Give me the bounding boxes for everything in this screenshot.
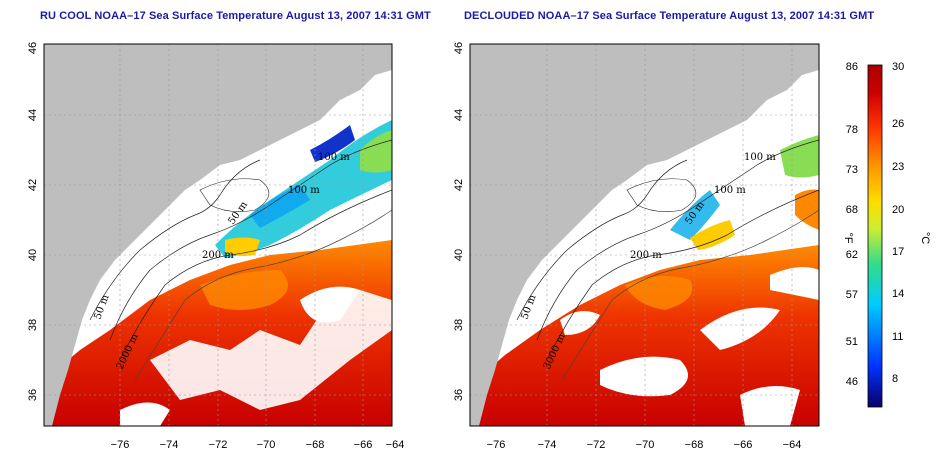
lat-tick-label: 46 bbox=[27, 42, 39, 54]
c-tick-label: 30 bbox=[892, 61, 904, 73]
contour-label: 200 m bbox=[202, 250, 234, 261]
left-lon-axis: −76 −74 −72 −70 −68 −66 −64 bbox=[111, 439, 405, 451]
right-lat-axis: 46 44 42 40 38 36 bbox=[453, 42, 465, 401]
lon-tick-label: −74 bbox=[160, 439, 179, 451]
lat-tick-label: 36 bbox=[453, 389, 465, 401]
c-tick-label: 23 bbox=[892, 161, 904, 173]
c-tick-label: 8 bbox=[892, 373, 898, 385]
colorbar-c-ticks: 30 26 23 20 17 14 11 8 bbox=[892, 61, 904, 385]
c-tick-label: 14 bbox=[892, 288, 904, 300]
c-tick-label: 11 bbox=[892, 331, 903, 343]
land-mass bbox=[44, 44, 392, 426]
lat-tick-label: 44 bbox=[453, 109, 465, 121]
lat-tick-label: 40 bbox=[453, 249, 465, 261]
lon-tick-label: −64 bbox=[386, 439, 405, 451]
contour-label: 100 m bbox=[744, 152, 776, 163]
contour-100m bbox=[536, 139, 819, 341]
c-tick-label: 26 bbox=[892, 118, 904, 130]
lon-tick-label: −70 bbox=[257, 439, 276, 451]
lon-tick-label: −68 bbox=[685, 439, 704, 451]
cool-water-region bbox=[670, 190, 720, 240]
f-tick-label: 62 bbox=[846, 249, 858, 261]
f-tick-label: 68 bbox=[846, 204, 858, 216]
colorbar-f-ticks: 86 78 73 68 62 57 51 46 bbox=[846, 61, 858, 388]
left-lat-axis: 46 44 42 40 38 36 bbox=[27, 42, 39, 401]
f-tick-label: 78 bbox=[846, 124, 858, 136]
warm-water-region bbox=[470, 245, 819, 426]
lat-tick-label: 38 bbox=[453, 319, 465, 331]
lat-tick-label: 40 bbox=[27, 249, 39, 261]
map-panel-right[interactable]: 100 m 100 m 50 m 200 m 50 m 3000 m bbox=[469, 43, 820, 427]
lat-tick-label: 44 bbox=[27, 109, 39, 121]
contour-50m bbox=[516, 159, 688, 321]
lon-tick-label: −76 bbox=[111, 439, 130, 451]
lat-tick-label: 36 bbox=[27, 389, 39, 401]
contour-2000m bbox=[134, 209, 392, 381]
lat-tick-label: 42 bbox=[27, 179, 39, 191]
lon-tick-label: −66 bbox=[734, 439, 753, 451]
lat-tick-label: 46 bbox=[453, 42, 465, 54]
contour-200m bbox=[546, 189, 819, 361]
lon-tick-label: −68 bbox=[306, 439, 325, 451]
c-tick-label: 17 bbox=[892, 246, 904, 258]
f-tick-label: 46 bbox=[846, 376, 858, 388]
lon-tick-label: −74 bbox=[538, 439, 557, 451]
contour-50m bbox=[89, 159, 261, 321]
f-tick-label: 86 bbox=[846, 61, 858, 73]
c-tick-label: 20 bbox=[892, 204, 904, 216]
right-lon-axis: −76 −74 −72 −70 −68 −66 −64 bbox=[487, 439, 802, 451]
lat-tick-label: 38 bbox=[27, 319, 39, 331]
colorbar-f-unit: °F bbox=[842, 232, 854, 243]
colorbar-c-unit: °C bbox=[919, 232, 931, 244]
lon-tick-label: −72 bbox=[587, 439, 606, 451]
f-tick-label: 57 bbox=[846, 289, 858, 301]
lon-tick-label: −66 bbox=[354, 439, 373, 451]
panel-title-right: DECLOUDED NOAA–17 Sea Surface Temperatur… bbox=[464, 10, 875, 22]
lon-tick-label: −70 bbox=[636, 439, 655, 451]
lon-tick-label: −64 bbox=[783, 439, 802, 451]
land-mass bbox=[470, 44, 819, 426]
contour-label: 200 m bbox=[630, 250, 662, 261]
colorbar: 86 78 73 68 62 57 51 46 30 26 23 20 17 1… bbox=[842, 61, 931, 408]
contour-label: 100 m bbox=[318, 152, 350, 163]
contour-label: 100 m bbox=[714, 185, 746, 196]
f-tick-label: 73 bbox=[846, 164, 858, 176]
lon-tick-label: −76 bbox=[487, 439, 506, 451]
lat-tick-label: 42 bbox=[453, 179, 465, 191]
map-panel-left[interactable]: 100 m 100 m 50 m 200 m 50 m 2000 m bbox=[43, 43, 393, 427]
contour-3000m bbox=[561, 209, 819, 381]
panel-title-left: RU COOL NOAA–17 Sea Surface Temperature … bbox=[40, 10, 431, 22]
cloud-gap bbox=[600, 356, 688, 397]
colorbar-ramp bbox=[867, 64, 883, 408]
lon-tick-label: −72 bbox=[209, 439, 228, 451]
contour-100m bbox=[109, 139, 392, 341]
f-tick-label: 51 bbox=[846, 336, 858, 348]
contour-label: 100 m bbox=[288, 185, 320, 196]
